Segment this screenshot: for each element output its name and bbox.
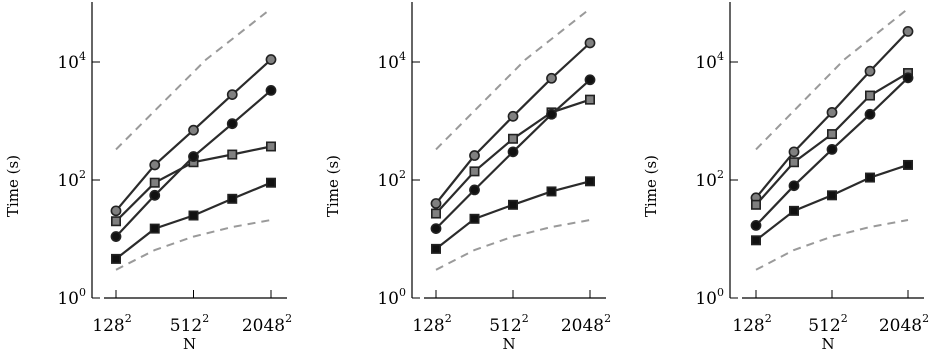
chart-panel-3: 100 102 104 1282 5122 20482 N Time (s) <box>642 2 929 353</box>
x-axis-label: N <box>502 335 515 353</box>
data-point <box>826 106 838 118</box>
x-tick-label: 1282 <box>732 312 771 336</box>
data-point <box>826 190 837 201</box>
data-point <box>265 141 276 152</box>
y-tick-label: 104 <box>57 50 86 73</box>
y-tick-label: 100 <box>57 286 86 309</box>
data-point <box>788 157 799 168</box>
series-line <box>435 42 591 205</box>
chart-panel-1: 100 102 104 1282 5122 20482 N Time (s) <box>4 2 292 353</box>
data-point <box>546 186 557 197</box>
x-tick-label: 5122 <box>489 312 528 336</box>
data-point <box>188 210 199 221</box>
data-point <box>226 118 238 130</box>
data-point <box>864 65 876 77</box>
data-point <box>265 177 276 188</box>
data-point <box>864 172 875 183</box>
reference-line <box>115 7 272 151</box>
y-tick-label: 100 <box>377 286 406 309</box>
y-tick-label: 102 <box>695 168 724 191</box>
x-tick-label: 20482 <box>879 312 929 336</box>
x-tick-label: 1282 <box>92 312 131 336</box>
data-point <box>826 129 837 140</box>
data-point <box>149 177 160 188</box>
data-point <box>902 159 913 170</box>
data-point <box>469 184 480 196</box>
data-point <box>507 199 518 210</box>
y-tick-label: 102 <box>377 168 406 191</box>
data-point <box>430 198 442 209</box>
data-point <box>584 74 596 86</box>
data-point <box>507 133 518 144</box>
data-point <box>788 146 800 158</box>
x-tick-label: 1282 <box>412 312 451 336</box>
data-point <box>864 90 875 101</box>
y-tick-label: 102 <box>57 168 86 191</box>
data-point <box>227 149 238 160</box>
data-point <box>226 89 238 101</box>
data-point <box>430 208 441 219</box>
data-point <box>110 231 122 242</box>
y-tick-label: 104 <box>695 50 724 73</box>
data-point <box>265 85 277 96</box>
data-point <box>111 216 122 227</box>
data-point <box>584 94 595 105</box>
series-line <box>435 180 591 250</box>
data-point <box>149 189 161 201</box>
y-axis-label: Time (s) <box>4 155 22 217</box>
data-point <box>750 235 761 246</box>
data-point <box>507 146 519 158</box>
x-axis-label: N <box>183 335 196 353</box>
data-point <box>546 72 557 84</box>
data-point <box>750 220 762 231</box>
data-point <box>469 150 480 161</box>
data-point <box>110 205 122 217</box>
data-point <box>750 199 761 210</box>
data-point <box>864 108 876 120</box>
data-point <box>826 144 838 155</box>
data-point <box>265 54 277 65</box>
y-tick-label: 104 <box>377 50 406 73</box>
data-point <box>788 180 800 192</box>
series-line <box>115 181 272 260</box>
data-point <box>149 159 161 171</box>
x-tick-label: 5122 <box>808 312 847 336</box>
data-point <box>111 253 122 264</box>
y-axis-label: Time (s) <box>324 155 342 217</box>
reference-line <box>755 7 909 151</box>
data-point <box>430 243 441 254</box>
data-point <box>584 176 595 187</box>
data-point <box>584 37 596 49</box>
y-tick-label: 100 <box>695 286 724 309</box>
reference-line <box>755 219 909 271</box>
data-point <box>188 151 199 162</box>
chart-panel-2: 100 102 104 1282 5122 20482 N Time (s) <box>324 2 611 353</box>
data-point <box>149 223 160 234</box>
x-tick-label: 20482 <box>242 312 292 336</box>
x-axis-label: N <box>821 335 834 353</box>
data-point <box>788 205 799 216</box>
data-point <box>227 193 238 204</box>
data-point <box>469 213 480 224</box>
data-point <box>469 166 480 177</box>
data-point <box>902 26 914 37</box>
y-axis-label: Time (s) <box>642 155 660 217</box>
x-tick-label: 5122 <box>170 312 209 336</box>
reference-line <box>435 219 591 271</box>
data-point <box>902 72 914 84</box>
data-point <box>507 110 519 122</box>
data-point <box>430 223 442 235</box>
x-tick-label: 20482 <box>561 312 611 336</box>
reference-line <box>115 219 272 271</box>
data-point <box>188 124 199 136</box>
reference-line <box>435 7 591 151</box>
data-point <box>546 108 557 120</box>
